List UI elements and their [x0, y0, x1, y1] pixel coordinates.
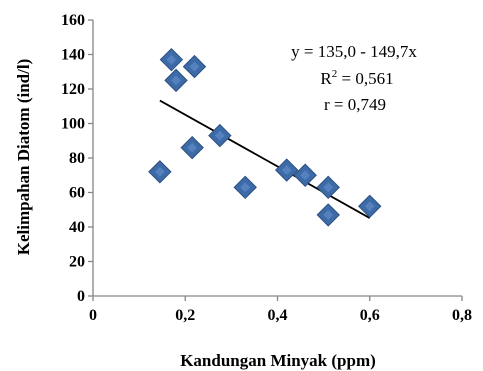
y-tick-label: 140 [61, 47, 85, 64]
r-squared-prefix: R [320, 69, 332, 88]
data-point-highlight [281, 165, 292, 176]
x-tick-labels: 0 0,2 0,4 0,6 0,8 [89, 307, 472, 324]
x-tick-label: 0,6 [360, 307, 380, 324]
y-tick-label: 20 [69, 254, 85, 271]
y-tick-label: 80 [69, 150, 85, 167]
data-points [148, 47, 382, 227]
x-tick-label: 0,4 [268, 307, 288, 324]
data-point-highlight [300, 170, 311, 181]
regression-equation: y = 135,0 - 149,7x [291, 42, 417, 61]
r-squared-superscript: 2 [332, 68, 338, 80]
data-point-highlight [214, 130, 225, 141]
y-tick-label: 40 [69, 219, 85, 236]
data-point-highlight [364, 201, 375, 212]
y-tick-label: 0 [77, 288, 85, 305]
data-point-highlight [171, 75, 181, 86]
y-tick-label: 120 [61, 81, 85, 98]
r-squared-label: R2 = 0,561 [320, 68, 393, 88]
x-axis-title: Kandungan Minyak (ppm) [180, 351, 376, 370]
data-point-highlight [323, 209, 334, 220]
data-point-highlight [187, 142, 198, 153]
data-point-highlight [240, 182, 251, 193]
data-point-highlight [189, 61, 200, 72]
data-point-highlight [154, 166, 165, 177]
axes [88, 19, 463, 301]
y-tick-label: 100 [61, 116, 85, 133]
data-point-highlight [323, 182, 334, 193]
x-tick-label: 0 [89, 307, 97, 324]
r-squared-value: = 0,561 [337, 69, 393, 88]
x-tick-label: 0,8 [452, 307, 472, 324]
correlation-label: r = 0,749 [324, 95, 386, 114]
y-tick-label: 60 [69, 185, 85, 202]
y-tick-label: 160 [61, 12, 85, 29]
data-point-highlight [166, 54, 177, 65]
trendline-group [159, 99, 371, 219]
x-tick-label: 0,2 [175, 307, 195, 324]
y-axis-title: Kelimpahan Diatom (ind/l) [14, 59, 33, 255]
y-tick-labels: 0 20 40 60 80 100 120 140 160 [61, 12, 85, 305]
trendline [159, 99, 371, 219]
